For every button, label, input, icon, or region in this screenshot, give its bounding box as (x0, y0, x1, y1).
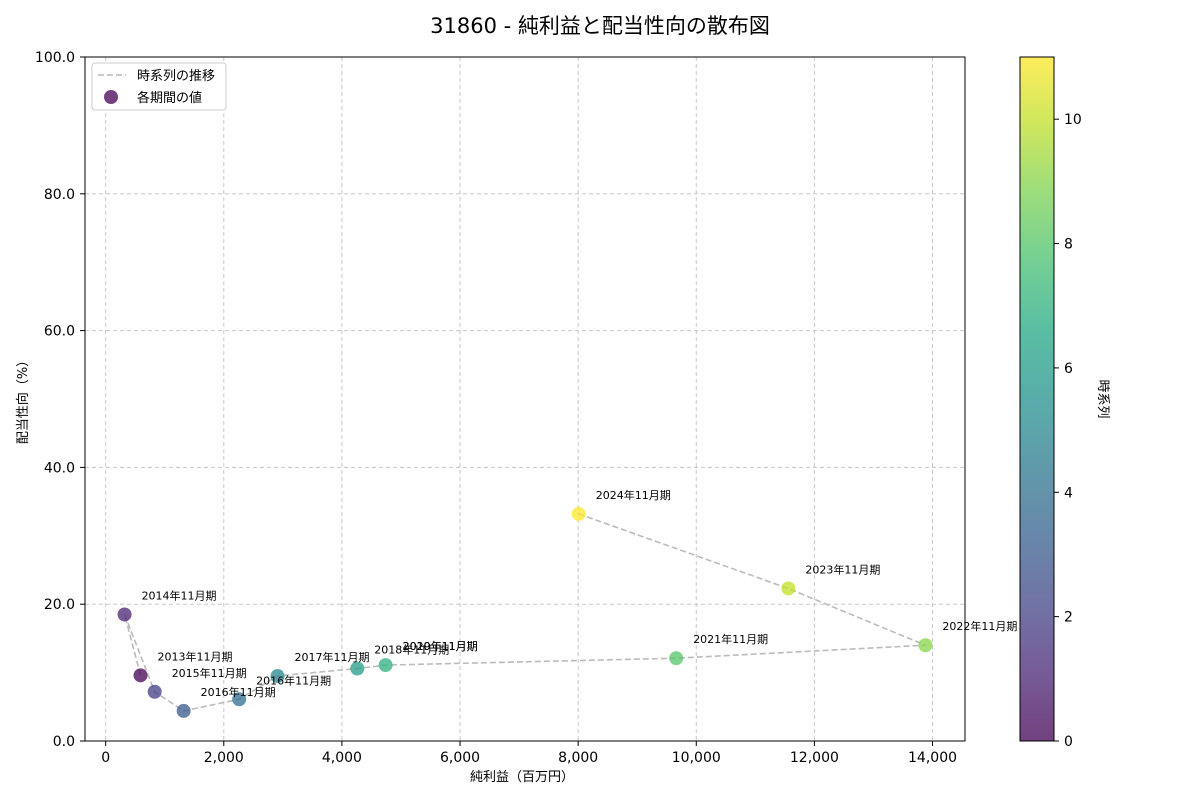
colorbar-tick-label: 2 (1064, 610, 1073, 626)
point-annotation: 2014年11月期 (142, 588, 217, 602)
colorbar: 0 2 4 6 8 10 時系列 (1019, 56, 1110, 750)
x-tick-label: 0 (101, 750, 110, 766)
point-annotation: 2017年11月期 (295, 650, 370, 664)
data-point (232, 692, 247, 707)
y-axis: 0.0 20.0 40.0 60.0 80.0 100.0 (35, 50, 85, 750)
chart-title: 31860 - 純利益と配当性向の散布図 (430, 14, 770, 38)
grid (85, 56, 965, 742)
colorbar-gradient (1020, 57, 1054, 741)
point-annotation: 2013年11月期 (158, 649, 233, 663)
x-tick-label: 4,000 (322, 750, 362, 766)
y-tick-label: 60.0 (44, 324, 75, 340)
y-tick-label: 0.0 (53, 734, 75, 750)
legend-marker-swatch (104, 90, 118, 104)
trend-line (123, 513, 926, 712)
data-point (781, 581, 796, 596)
legend-label-trend: 時系列の推移 (137, 69, 215, 84)
point-annotation: 2021年11月期 (693, 632, 768, 646)
points (117, 506, 933, 718)
y-axis-label: 配当性向（%） (15, 354, 31, 444)
data-point (117, 607, 132, 622)
trend-polyline (123, 513, 926, 712)
legend: 時系列の推移 各期間の値 (91, 62, 227, 111)
x-tick-label: 2,000 (204, 750, 244, 766)
data-point (571, 506, 586, 521)
plot-area (85, 57, 965, 741)
y-tick-label: 80.0 (44, 187, 75, 203)
data-point (350, 661, 365, 676)
colorbar-tick-label: 8 (1064, 237, 1073, 253)
data-point (378, 658, 393, 673)
data-point (669, 651, 684, 666)
colorbar-label: 時系列 (1095, 379, 1110, 418)
point-annotation: 2016年11月期 (256, 673, 331, 687)
data-point (133, 668, 148, 683)
colorbar-tick-label: 6 (1064, 361, 1073, 377)
data-point (176, 703, 191, 718)
x-tick-label: 10,000 (672, 750, 721, 766)
colorbar-tick-label: 4 (1064, 485, 1073, 501)
point-annotation: 2023年11月期 (805, 562, 880, 576)
point-annotation: 2016年11月期 (201, 685, 276, 699)
plot-frame (85, 57, 965, 741)
legend-label-points: 各期間の値 (137, 90, 202, 106)
point-annotation: 2020年11月期 (403, 639, 478, 653)
point-annotation: 2022年11月期 (942, 619, 1017, 633)
colorbar-ticks: 0 2 4 6 8 10 (1054, 112, 1082, 750)
point-annotation: 2024年11月期 (596, 488, 671, 502)
data-point (918, 638, 933, 653)
x-tick-label: 14,000 (908, 750, 957, 766)
x-axis: 0 2,000 4,000 6,000 8,000 10,000 12,000 14,000 (101, 741, 957, 766)
plot-border (84, 56, 966, 742)
data-point (147, 684, 162, 699)
point-annotation: 2018年11月期 (374, 642, 449, 656)
y-tick-label: 20.0 (44, 597, 75, 613)
data-point (270, 669, 285, 684)
point-annotation: 2015年11月期 (172, 666, 247, 680)
y-tick-label: 40.0 (44, 460, 75, 476)
colorbar-tick-label: 0 (1064, 734, 1073, 750)
x-tick-label: 6,000 (440, 750, 480, 766)
x-axis-label: 純利益（百万円） (470, 770, 574, 785)
point-annotation: 2019年11月期 (403, 639, 478, 653)
colorbar-tick-label: 10 (1064, 112, 1082, 128)
x-tick-label: 8,000 (558, 750, 598, 766)
annotations: 2013年11月期 2014年11月期 2015年11月期 2016年11月期2016… (142, 488, 1018, 699)
colorbar-border (1019, 56, 1055, 742)
y-tick-label: 100.0 (35, 50, 75, 66)
x-tick-label: 12,000 (790, 750, 839, 766)
